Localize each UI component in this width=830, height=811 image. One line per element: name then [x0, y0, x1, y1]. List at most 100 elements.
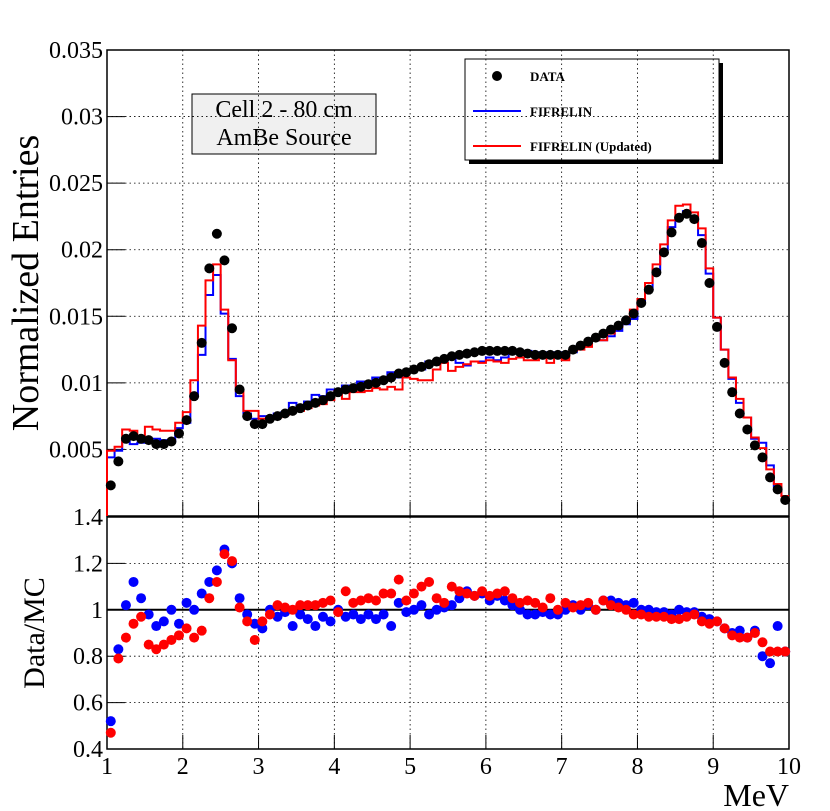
ratio-point [105, 727, 116, 738]
ratio-point [272, 611, 283, 622]
ratio-point [348, 609, 359, 620]
ratio-point [196, 588, 207, 599]
data-point [560, 349, 571, 360]
y-tick-label: 0.02 [61, 238, 103, 264]
data-point [158, 439, 169, 450]
data-point [484, 345, 495, 356]
ratio-point [234, 593, 245, 604]
data-point [719, 357, 730, 368]
ratio-point [628, 597, 639, 608]
ratio-point [189, 632, 200, 643]
ratio-point [181, 597, 192, 608]
data-point [621, 315, 632, 326]
data-point [302, 400, 313, 411]
ratio-point [310, 621, 321, 632]
ratio-point [295, 600, 306, 611]
data-point [674, 212, 685, 223]
ratio-point [431, 593, 442, 604]
ratio-point [552, 604, 563, 615]
ratio-point [408, 604, 419, 615]
ratio-point [757, 637, 768, 648]
ratio-point [113, 644, 124, 655]
ratio-point [317, 611, 328, 622]
legend [464, 58, 720, 161]
ratio-point [105, 716, 116, 727]
data-point [219, 255, 230, 266]
ratio-point [378, 609, 389, 620]
ratio-point [280, 602, 291, 613]
data-point [378, 375, 389, 386]
ratio-point [613, 602, 624, 613]
ratio-point [189, 604, 200, 615]
data-point [727, 387, 738, 398]
ratio-point [264, 609, 275, 620]
ratio-point [742, 632, 753, 643]
data-point [204, 263, 215, 274]
ratio-point [416, 600, 427, 611]
data-point [704, 278, 715, 288]
ratio-point [136, 593, 147, 604]
legend-marker [492, 71, 502, 81]
ratio-point [772, 646, 783, 657]
legend-label: FIFRELIN [530, 104, 593, 119]
ratio-point [681, 611, 692, 622]
data-point [757, 452, 768, 463]
ratio-point [734, 625, 745, 636]
x-tick-label: 5 [404, 754, 416, 780]
data-point [439, 353, 450, 364]
ratio-point [658, 611, 669, 622]
ratio-point [242, 609, 253, 620]
y-tick-label: 0.035 [49, 38, 103, 64]
data-point [340, 384, 351, 395]
data-point [575, 340, 586, 351]
ratio-point [166, 604, 177, 615]
ratio-point [340, 586, 351, 597]
ratio-point [651, 611, 662, 622]
data-point [249, 419, 260, 430]
data-point [242, 411, 253, 422]
ratio-point [780, 646, 791, 657]
ratio-point [704, 618, 715, 629]
data-point [371, 377, 382, 388]
ratio-point [196, 625, 207, 636]
ratio-point [401, 607, 412, 618]
ratio-point [424, 609, 435, 620]
data-point [712, 321, 723, 332]
data-point [605, 324, 616, 335]
ratio-point [393, 574, 404, 585]
data-point [386, 372, 397, 383]
ratio-point [765, 658, 776, 669]
ratio-point [696, 616, 707, 627]
data-point [257, 419, 268, 430]
ratio-point [302, 614, 313, 625]
ratio-point [227, 556, 238, 567]
data-point [590, 332, 601, 343]
data-point [264, 413, 275, 424]
data-point [272, 411, 283, 422]
data-point [749, 440, 760, 451]
y-axis-label: Normalized Entries [5, 135, 47, 432]
ratio-point [598, 595, 609, 606]
ratio-point [204, 593, 215, 604]
ratio-point [643, 611, 654, 622]
x-tick-label: 8 [631, 754, 643, 780]
ratio-point [158, 616, 169, 627]
ratio-point [749, 628, 760, 638]
ratio-point [522, 595, 533, 606]
data-point [454, 349, 465, 360]
data-point [734, 408, 745, 419]
ratio-point [143, 609, 154, 620]
data-point [355, 381, 366, 392]
ratio-point [204, 576, 215, 587]
ratio-point [522, 609, 533, 620]
data-point [431, 356, 442, 367]
data-point [211, 228, 222, 239]
data-point [530, 349, 541, 360]
data-point [461, 348, 472, 359]
y-tick-label: 0.01 [61, 371, 103, 397]
data-point [477, 345, 488, 356]
data-point [780, 495, 791, 506]
ratio-point [514, 597, 525, 608]
data-point [772, 484, 783, 495]
